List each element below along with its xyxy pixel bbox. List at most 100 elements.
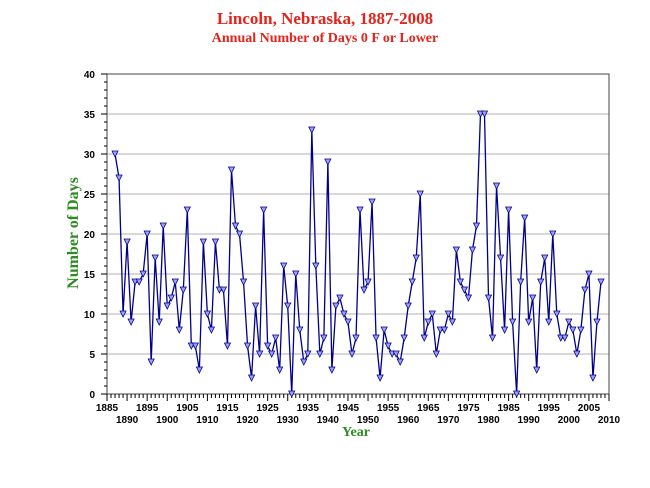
- data-point: [408, 278, 416, 286]
- data-point: [284, 302, 292, 310]
- data-point: [448, 318, 457, 326]
- data-point: [308, 126, 316, 134]
- x-tick-label: 1955: [377, 403, 400, 414]
- data-point: [420, 334, 428, 342]
- data-point: [545, 318, 553, 326]
- data-point: [541, 254, 549, 262]
- data-point: [424, 318, 432, 326]
- data-point: [348, 350, 356, 358]
- data-point: [432, 350, 440, 358]
- data-point: [263, 342, 272, 350]
- data-point: [332, 302, 340, 310]
- y-tick-label: 0: [89, 390, 95, 401]
- data-point: [597, 278, 605, 286]
- data-point: [203, 310, 212, 318]
- data-point: [492, 182, 501, 190]
- data-point: [456, 278, 465, 286]
- data-point: [320, 334, 328, 342]
- data-point: [392, 350, 400, 358]
- data-point: [288, 390, 296, 398]
- data-point: [147, 358, 155, 366]
- y-axis-label: Number of Days: [65, 177, 82, 289]
- data-point: [324, 158, 332, 166]
- x-tick-label: 1905: [176, 403, 199, 414]
- x-tick-label: 1995: [538, 403, 561, 414]
- data-point: [533, 366, 541, 374]
- x-tick-label: 1925: [257, 403, 280, 414]
- x-tick-label: 1910: [196, 415, 219, 426]
- data-point: [589, 374, 597, 382]
- x-tick-label: 1990: [518, 415, 541, 426]
- y-tick-label: 10: [84, 310, 96, 321]
- x-tick-label: 1985: [497, 403, 520, 414]
- data-point: [280, 262, 288, 270]
- data-point: [360, 286, 368, 294]
- data-point: [296, 326, 304, 334]
- x-tick-label: 1975: [457, 403, 480, 414]
- x-tick-label: 1935: [297, 403, 320, 414]
- x-tick-label: 1895: [136, 403, 159, 414]
- x-tick-label: 1980: [477, 415, 500, 426]
- data-point: [512, 390, 521, 398]
- data-point: [123, 238, 131, 246]
- y-tick-label: 30: [84, 150, 96, 161]
- data-point: [368, 198, 376, 206]
- data-point: [135, 278, 143, 286]
- data-point: [211, 238, 220, 246]
- data-point: [480, 110, 489, 118]
- data-point: [561, 334, 569, 342]
- data-point: [243, 342, 252, 350]
- data-point: [444, 310, 453, 318]
- x-tick-label: 1920: [236, 415, 259, 426]
- data-point: [521, 214, 529, 222]
- x-tick-label: 1900: [156, 415, 179, 426]
- data-point: [472, 222, 481, 230]
- data-point: [537, 278, 545, 286]
- data-point: [336, 294, 344, 302]
- data-point: [553, 310, 561, 318]
- data-point: [525, 318, 533, 326]
- data-point: [364, 278, 372, 286]
- data-point: [292, 270, 300, 278]
- data-point: [191, 342, 199, 350]
- data-point: [159, 222, 167, 230]
- data-point: [223, 342, 232, 350]
- data-point: [312, 262, 320, 270]
- x-tick-label: 1960: [397, 415, 420, 426]
- data-point: [517, 278, 525, 286]
- data-point: [143, 230, 151, 238]
- data-point: [496, 254, 505, 262]
- data-point: [376, 374, 384, 382]
- data-point: [255, 350, 264, 358]
- x-tick-label: 2010: [598, 415, 621, 426]
- chart-subtitle: Annual Number of Days 0 F or Lower: [212, 31, 438, 46]
- data-point: [227, 166, 236, 174]
- data-point: [356, 206, 364, 214]
- x-tick-label: 1965: [417, 403, 440, 414]
- x-tick-label: 2005: [578, 403, 601, 414]
- data-point: [352, 334, 360, 342]
- data-point: [119, 310, 127, 318]
- data-point: [171, 278, 179, 286]
- data-point: [400, 334, 408, 342]
- plot-area: 0 5 10 15 20 25 30 35 40 1885 1895 1905 1915 1925 1935…: [84, 70, 621, 426]
- data-point: [440, 326, 448, 334]
- data-point: [452, 246, 461, 254]
- data-point: [155, 318, 163, 326]
- data-point: [396, 358, 404, 366]
- y-tick-label: 40: [84, 70, 96, 81]
- data-point: [139, 270, 147, 278]
- data-point: [163, 302, 171, 310]
- data-point: [272, 334, 280, 342]
- data-point: [115, 174, 123, 182]
- data-point: [412, 254, 420, 262]
- data-point: [276, 366, 284, 374]
- data-point: [151, 254, 159, 262]
- data-point: [585, 270, 593, 278]
- data-point: [344, 318, 352, 326]
- data-point: [268, 350, 276, 358]
- data-point: [464, 294, 473, 302]
- x-axis-label: Year: [342, 425, 370, 440]
- data-point: [195, 366, 204, 374]
- data-point: [488, 334, 497, 342]
